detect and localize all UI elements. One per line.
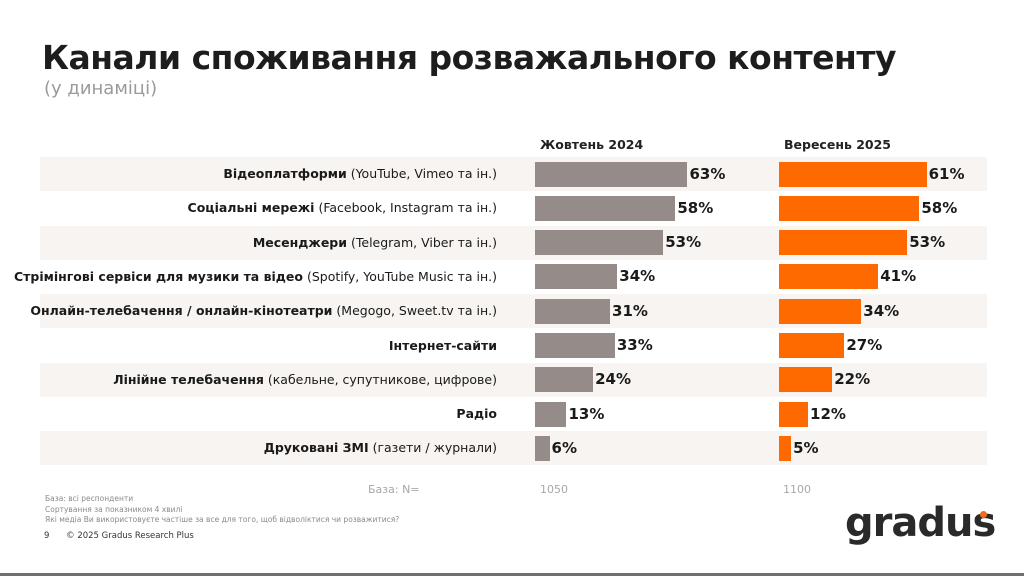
bar-2025 [779,367,833,393]
bar-2025 [779,298,862,324]
chart-row: Друковані ЗМІ (газети / журнали) [40,431,987,466]
footer: 9 © 2025 Gradus Research Plus [44,531,208,541]
value-label-2024: 13% [568,404,605,423]
category-label-detail: (YouTube, Vimeo та ін.) [346,166,497,181]
category-label-bold: Відеоплатформи [223,166,347,181]
bar-2024 [535,401,567,427]
value-label-2024: 63% [689,164,726,183]
value-label-2025: 41% [880,267,917,286]
bar-2024 [535,264,618,290]
chart-row: Інтернет-сайти [40,329,987,363]
value-label-2025: 12% [810,404,846,423]
value-label-2025: 58% [921,198,958,217]
category-label: Друковані ЗМІ (газети / журнали) [264,431,497,465]
bar-2025 [779,333,845,358]
value-label-2024: 34% [619,267,656,286]
bar-2024 [535,230,664,256]
bar-2024 [535,333,615,358]
bar-2024 [535,195,676,221]
value-label-2025: 61% [928,164,965,183]
category-label: Месенджери (Telegram, Viber та ін.) [253,226,497,260]
category-label-detail: (газети / журнали) [368,440,497,456]
category-label-detail: (Telegram, Viber та ін.) [347,234,497,250]
bar-2024 [535,298,611,324]
category-label-detail: (Spotify, YouTube Music та ін.) [302,268,497,284]
value-label-2024: 58% [677,198,714,217]
footnotes: База: всі респонденти Сортування за пока… [45,494,399,526]
category-label: Відеоплатформи (YouTube, Vimeo та ін.) [223,157,497,191]
base-n-2024: 1050 [540,483,568,496]
category-label: Соціальні мережі (Facebook, Instagram та… [188,191,497,225]
logo-dot [980,511,987,518]
value-label-2025: 53% [909,233,946,252]
category-label: Стрімінгові сервіси для музики та відео … [14,260,497,294]
bar-2024 [535,161,688,187]
category-label-bold: Соціальні мережі [187,200,315,216]
value-label-2025: 22% [834,370,871,389]
bar-2024 [535,367,594,393]
bar-2025 [779,435,792,461]
page-title: Канали споживання розважального контенту [42,38,896,77]
note-sorting: Сортування за показником 4 хвилі [45,504,183,514]
category-label: Лінійне телебачення (кабельне, супутнико… [113,363,497,397]
category-label: Радіо [456,397,497,431]
page-number: 9 [44,531,50,541]
value-label-2025: 34% [863,301,900,320]
value-label-2024: 6% [551,438,577,457]
bar-2025 [779,161,927,187]
value-label-2024: 24% [595,370,631,389]
chart-row: Радіо [40,397,987,431]
value-label-2024: 31% [612,301,648,320]
bar-2025 [779,401,809,427]
category-label-bold: Стрімінгові сервіси для музики та відео [13,268,303,284]
category-label-detail: (Facebook, Instagram та ін.) [314,200,497,216]
note-base: База: всі респонденти [45,494,134,503]
base-label: База: N= [368,483,420,496]
category-label-bold: Радіо [456,406,497,422]
category-label: Онлайн-телебачення / онлайн-кінотеатри (… [30,294,497,328]
value-label-2025: 5% [793,438,819,457]
value-label-2024: 53% [665,233,702,252]
category-label-detail: (Megogo, Sweet.tv та ін.) [332,303,497,319]
category-label-bold: Інтернет-сайти [388,337,497,353]
bar-2025 [779,230,908,256]
bar-2025 [779,264,879,290]
category-label-bold: Месенджери [252,234,348,250]
note-question: Які медіа Ви використовуєте частіше за в… [45,515,400,524]
page-subtitle: (у динаміці) [44,78,158,99]
series-header-2024: Жовтень 2024 [540,137,644,152]
gradus-logo: gradus [845,500,996,546]
base-n-2025: 1100 [783,483,811,496]
category-label: Інтернет-сайти [389,329,497,363]
chart-row: Соціальні мережі (Facebook, Instagram та… [40,191,987,225]
category-label-detail: (кабельне, супутникове, цифрове) [263,371,497,387]
category-label-bold: Онлайн-телебачення / онлайн-кінотеатри [30,303,333,319]
chart-row: Стрімінгові сервіси для музики та відео … [14,260,987,294]
copyright: © 2025 Gradus Research Plus [66,531,194,541]
category-label-bold: Лінійне телебачення [113,371,264,387]
value-label-2024: 33% [616,336,653,354]
bottom-divider [0,573,1024,576]
category-label-bold: Друковані ЗМІ [263,440,369,456]
series-header-2025: Вересень 2025 [784,137,892,152]
bar-2024 [535,435,550,461]
bar-2025 [779,195,920,221]
value-label-2025: 27% [846,336,883,354]
